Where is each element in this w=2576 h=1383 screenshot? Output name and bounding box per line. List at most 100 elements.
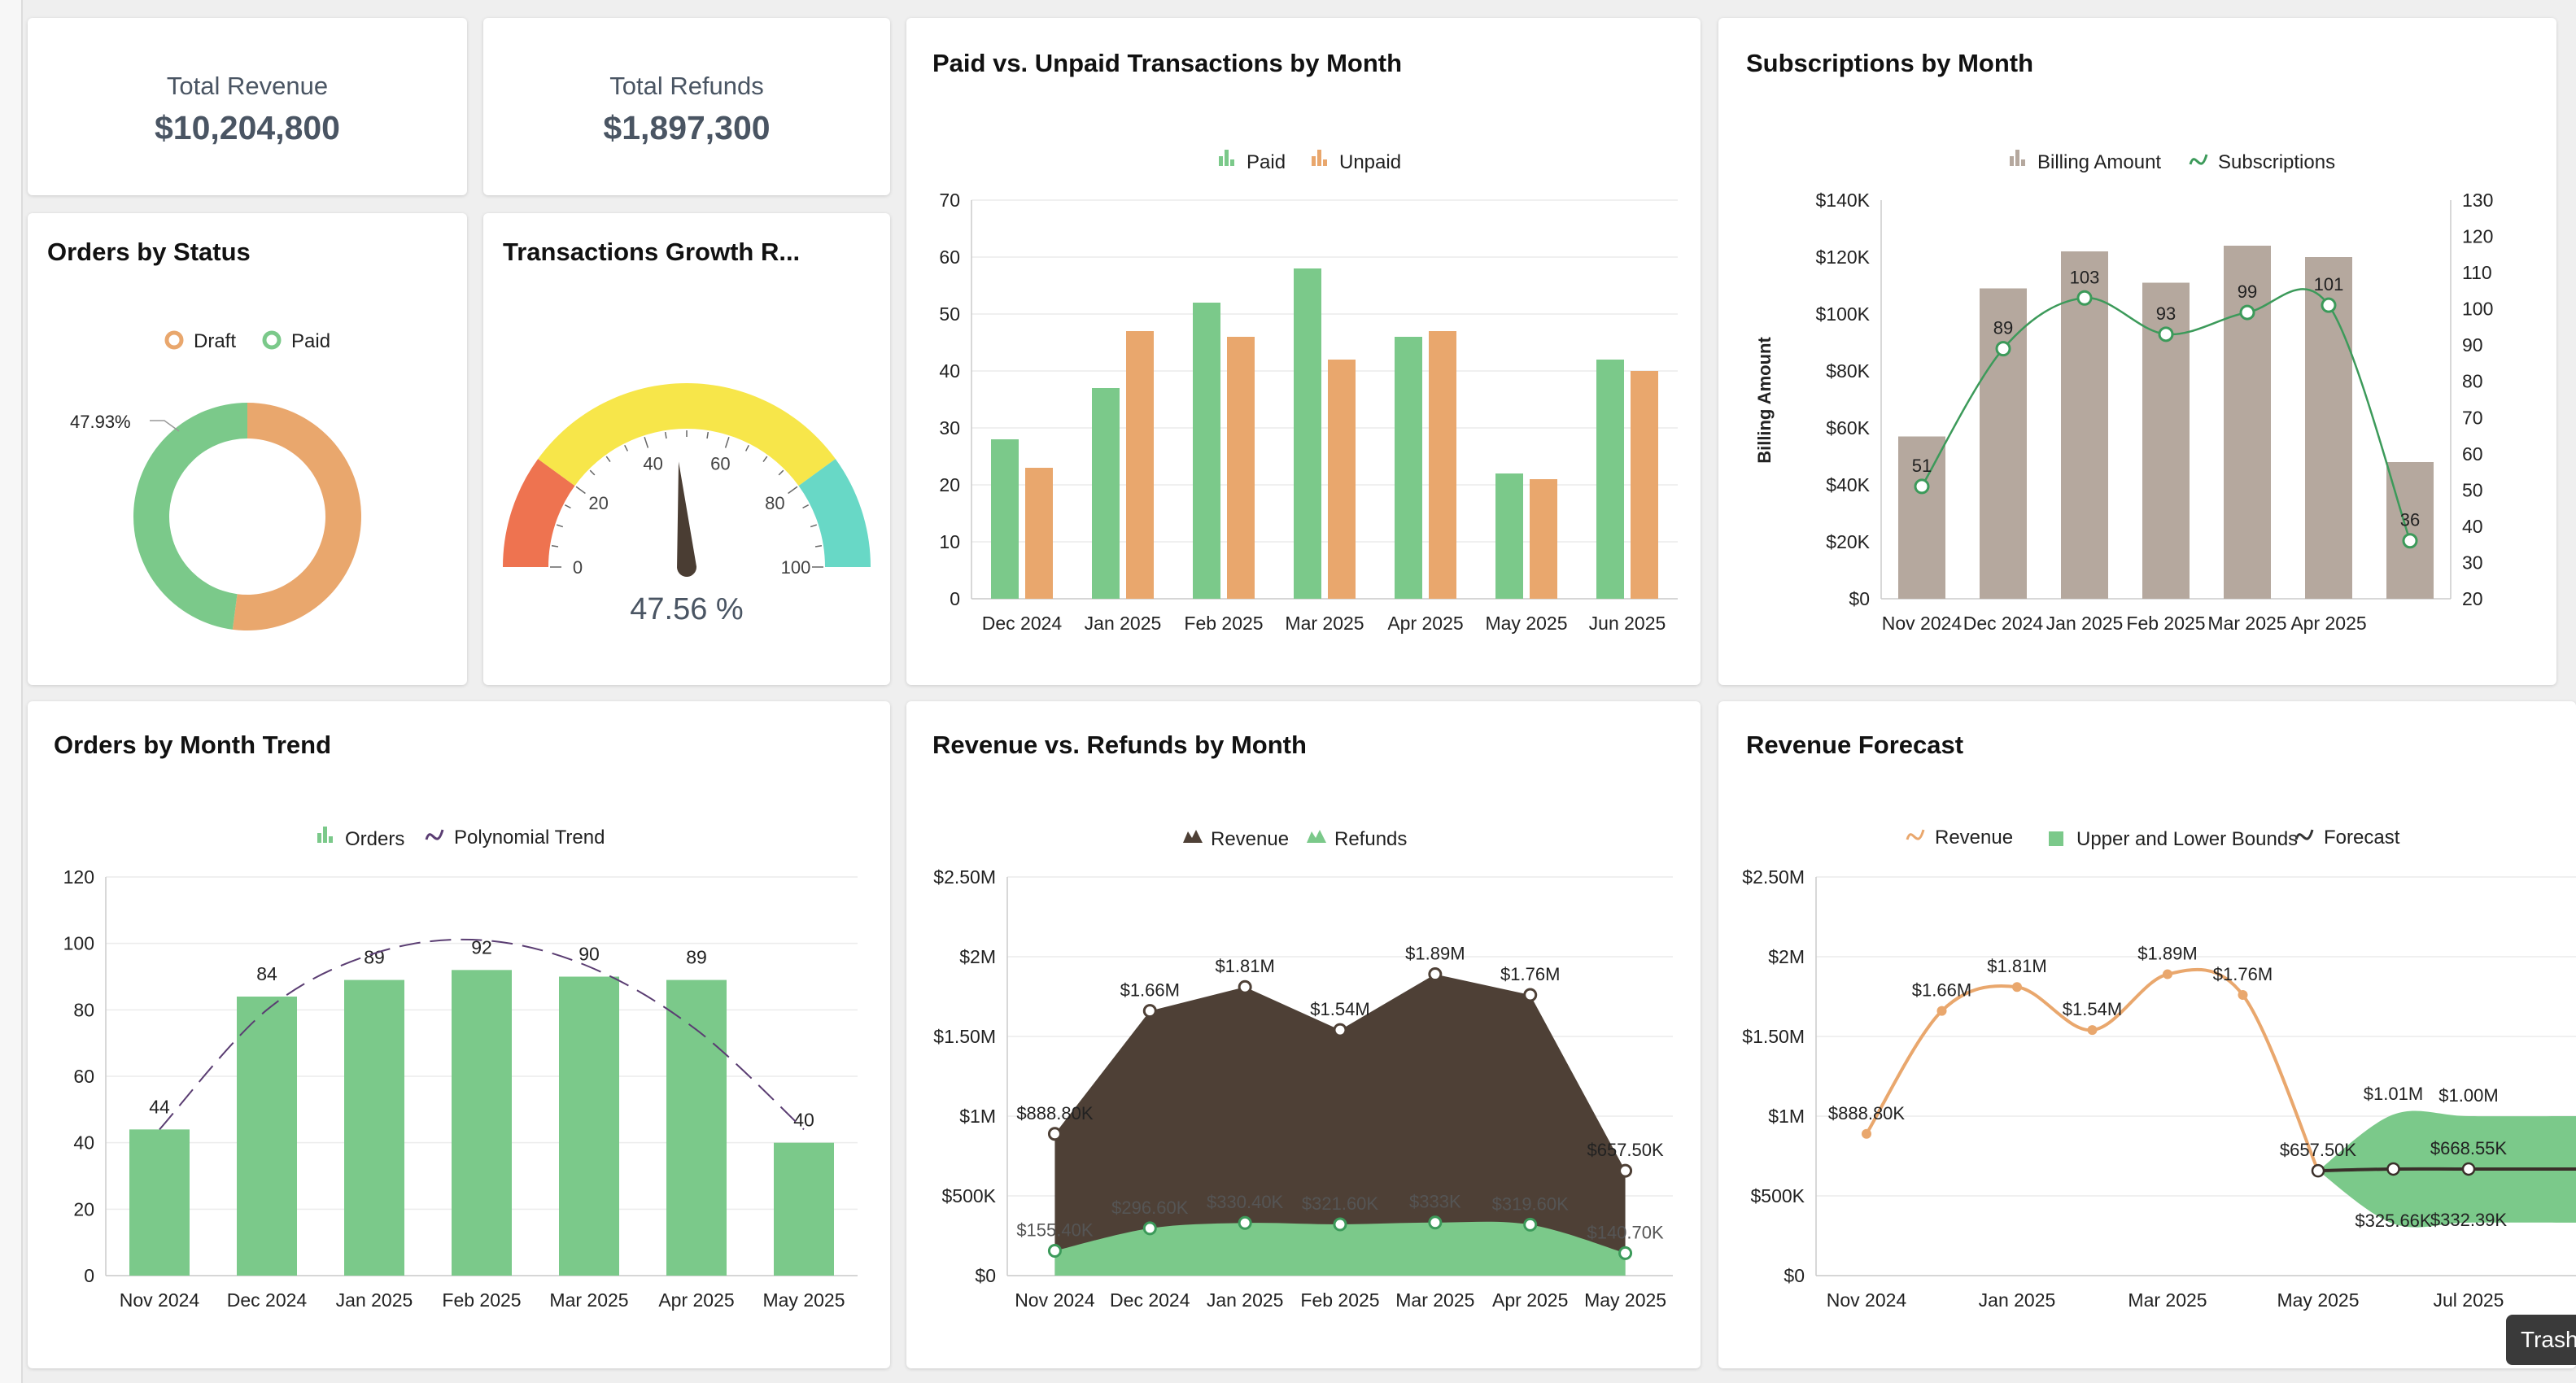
legend-bar-icon	[1317, 150, 1321, 166]
gauge-tick	[814, 544, 823, 548]
bar-billing-amount	[2061, 251, 2108, 599]
y-tick-label: 0	[950, 588, 960, 609]
data-label: $296.60K	[1111, 1198, 1189, 1218]
bar-unpaid	[1126, 331, 1154, 599]
bar-billing-amount	[1980, 288, 2027, 599]
x-tick-label: Feb 2025	[2126, 613, 2205, 634]
kpi-label: Total Revenue	[166, 72, 329, 100]
subscriptions-point	[2321, 297, 2337, 313]
refunds-point	[1238, 1215, 1252, 1230]
legend-bar-icon	[1230, 159, 1234, 166]
x-tick-label: Nov 2024	[1015, 1289, 1095, 1311]
gauge-tick	[551, 544, 559, 548]
legend-label: Forecast	[2324, 827, 2400, 849]
gauge-tick-label: 80	[765, 493, 784, 513]
legend-line-icon	[425, 829, 444, 840]
legend-bar-icon	[1225, 150, 1229, 166]
rev-refunds-card: Revenue vs. Refunds by Month Revenue Refu…	[906, 701, 1701, 1368]
data-label: $1.81M	[1987, 956, 2046, 976]
gauge-tick-label: 60	[710, 454, 730, 474]
y-tick-label: 60	[939, 246, 960, 268]
revenue-point	[1047, 1127, 1062, 1141]
y2-tick-label: 70	[2462, 407, 2483, 428]
y-tick-label: 10	[939, 531, 960, 552]
x-tick-label: May 2025	[1584, 1289, 1666, 1311]
refunds-point	[1523, 1217, 1538, 1232]
refunds-point	[1142, 1221, 1157, 1236]
gauge-tick-label: 40	[643, 454, 662, 474]
data-label: 89	[1993, 318, 2013, 338]
revenue-point	[2238, 990, 2248, 1001]
bar-orders	[129, 1129, 190, 1276]
refunds-point	[1333, 1217, 1347, 1232]
data-label: 40	[793, 1110, 814, 1131]
donut-slice-draft	[232, 403, 362, 630]
legend-label: Paid	[1247, 151, 1286, 173]
y-tick-label: $100K	[1815, 303, 1870, 325]
y-tick-label: 40	[73, 1132, 94, 1154]
refunds-point	[1618, 1246, 1633, 1260]
gauge-tick	[706, 431, 709, 439]
bar-unpaid	[1631, 371, 1658, 599]
y2-tick-label: 90	[2462, 334, 2483, 356]
x-tick-label: May 2025	[2277, 1289, 2359, 1311]
legend-area-icon	[1307, 830, 1326, 843]
gauge-needle	[677, 461, 696, 577]
y-tick-label: $0	[975, 1265, 996, 1286]
data-label: $155.40K	[1016, 1220, 1094, 1241]
bar-unpaid	[1328, 360, 1356, 599]
y-axis-title: Billing Amount	[1754, 337, 1775, 464]
bar-orders	[666, 979, 727, 1276]
y-tick-label: 100	[63, 933, 94, 954]
legend-line-icon	[1906, 829, 1925, 840]
data-label: 44	[149, 1096, 170, 1117]
bar-unpaid	[1227, 337, 1255, 599]
y-tick-label: $500K	[1750, 1185, 1805, 1206]
x-tick-label: Jun 2025	[1589, 613, 1666, 634]
x-tick-label: Apr 2025	[658, 1289, 734, 1311]
polynomial-trend-line	[159, 938, 805, 1131]
subscriptions-chart: Billing Amount Subscriptions $0 $20K $40K $60…	[1754, 150, 2493, 634]
legend-label: Unpaid	[1339, 151, 1401, 173]
data-label: $1.66M	[1912, 980, 1971, 1001]
data-label: $332.39K	[2430, 1210, 2508, 1230]
legend-label: Revenue	[1211, 828, 1289, 850]
legend-square-icon	[2049, 831, 2063, 846]
data-label: $330.40K	[1207, 1192, 1284, 1212]
y2-tick-label: 30	[2462, 552, 2483, 573]
bar-orders	[774, 1142, 834, 1276]
y-tick-label: $2M	[959, 946, 996, 967]
y2-tick-label: 80	[2462, 371, 2483, 392]
y2-tick-label: 120	[2462, 226, 2493, 247]
y-tick-label: $2M	[1768, 946, 1805, 967]
y2-tick-label: 20	[2462, 588, 2483, 609]
bar-paid	[1294, 268, 1321, 599]
x-tick-label: Mar 2025	[2207, 613, 2286, 634]
y-tick-label: $0	[1849, 588, 1870, 609]
data-label: $333K	[1409, 1192, 1461, 1212]
refunds-point	[1428, 1215, 1443, 1230]
gauge-tick	[724, 436, 730, 448]
bar-orders	[237, 997, 297, 1276]
forecast-point	[2311, 1163, 2325, 1178]
x-tick-label: Mar 2025	[2128, 1289, 2207, 1311]
bar-billing-amount	[2224, 246, 2271, 599]
x-tick-label: Jan 2025	[1085, 613, 1162, 634]
gauge-tick-label: 100	[781, 557, 811, 578]
data-label: $1.89M	[1405, 944, 1465, 964]
data-label: $1.76M	[2213, 964, 2273, 984]
kpi-label: Total Refunds	[609, 72, 764, 100]
bar-unpaid	[1429, 331, 1456, 599]
legend-bar-icon	[1312, 156, 1316, 166]
donut-slice-label: 47.93%	[70, 412, 131, 432]
bar-unpaid	[1025, 468, 1053, 599]
forecast-point	[2386, 1162, 2400, 1176]
revenue-point	[1618, 1163, 1633, 1178]
bar-billing-amount	[2386, 462, 2434, 599]
y-tick-label: 20	[73, 1198, 94, 1219]
legend-bar-icon	[323, 827, 327, 843]
revenue-point	[2163, 969, 2172, 979]
gauge-value-label: 47.56 %	[630, 592, 743, 626]
x-tick-label: Jan 2025	[1979, 1289, 2056, 1311]
orders-status-chart: Draft Paid 47.93%	[70, 330, 362, 630]
